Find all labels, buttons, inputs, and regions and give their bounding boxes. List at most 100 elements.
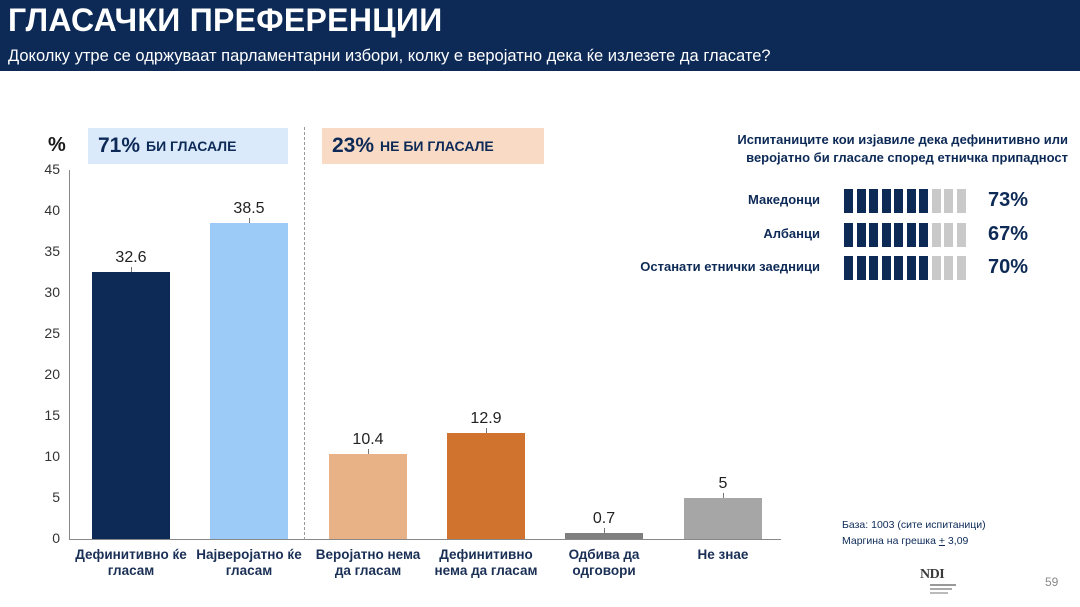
y-tick-label: 25 (44, 325, 60, 341)
ethnic-name: Останати етнички заедници (640, 259, 820, 274)
x-category-line: Веројатно нема (315, 547, 421, 562)
group-divider (304, 127, 305, 540)
group-would-not-vote-box: 23% НЕ БИ ГЛАСАЛЕ (322, 128, 544, 164)
person-icon (906, 223, 916, 247)
person-icon (894, 223, 903, 247)
ethnic-heading-line1: Испитаниците кои изјавиле дека дефинитив… (737, 132, 1068, 147)
x-category-line: Дефинитивно (439, 547, 533, 562)
group-would-not-vote-pct: 23% (332, 134, 375, 157)
y-tick-label: 5 (52, 489, 60, 505)
x-category-line: гласам (225, 563, 273, 578)
ethnic-row: Македонци 73% (560, 189, 1060, 215)
group-would-vote-label: БИ ГЛАСАЛЕ (146, 138, 237, 154)
person-icon (944, 189, 953, 213)
base-note: База: 1003 (сите испитаници) (842, 519, 986, 531)
y-tick-label: 15 (44, 407, 60, 423)
header-bar: ГЛАСАЧКИ ПРЕФЕРЕНЦИИ Доколку утре се одр… (0, 0, 1080, 71)
x-category-label: Дефинитивно ќе гласам (66, 547, 196, 579)
y-tick-label: 0 (52, 530, 60, 546)
person-icon (869, 189, 878, 213)
footnote: База: 1003 (сите испитаници) Маргина на … (842, 517, 986, 549)
person-icon (956, 223, 966, 247)
group-would-vote-pct: 71% (98, 134, 141, 157)
bar (447, 433, 525, 539)
bar-value-tick (604, 528, 605, 534)
person-icon (919, 256, 928, 280)
bar-value-label: 38.5 (233, 200, 265, 218)
x-category-line: одговори (572, 563, 636, 578)
x-category-line: Дефинитивно ќе (75, 547, 187, 562)
y-axis-label: % (48, 134, 66, 156)
margin-value: 3,09 (945, 535, 969, 547)
y-tick-label: 30 (44, 284, 60, 300)
bar (329, 453, 407, 539)
person-icon (956, 256, 966, 280)
bar-value-label: 32.6 (115, 248, 147, 266)
x-category-line: Одбива да (568, 547, 640, 562)
bar-value-label: 5 (718, 475, 728, 492)
person-icon (931, 223, 941, 247)
x-category-label: Веројатно нема да гласам (303, 547, 433, 579)
person-icon (919, 223, 928, 247)
y-tick-label: 45 (44, 161, 60, 177)
x-category-line: гласам (107, 563, 155, 578)
bar-value-tick (131, 266, 132, 272)
x-axis-line (69, 539, 781, 540)
bar (92, 271, 170, 539)
person-icon (931, 256, 941, 280)
bar-value-label: 12.9 (470, 410, 502, 428)
margin-note: Маргина на грешка + 3,09 (842, 533, 986, 549)
person-icon (856, 223, 866, 247)
person-icon (944, 223, 953, 247)
logo-line (930, 588, 952, 590)
ethnic-pct: 73% (988, 189, 1029, 211)
person-icon (856, 189, 866, 213)
ethnic-row: Албанци 67% (560, 223, 1060, 249)
y-axis-line (69, 170, 70, 540)
person-icon (881, 256, 891, 280)
bar (684, 498, 762, 539)
person-icon (894, 256, 903, 280)
margin-plusminus: + (938, 535, 946, 547)
bar (210, 223, 288, 539)
person-icon (906, 189, 916, 213)
bar-value-tick (486, 428, 487, 434)
bar-value-label: 0.7 (592, 510, 616, 528)
ethnic-name: Македонци (748, 192, 820, 207)
x-category-line: Не знае (697, 547, 749, 562)
person-icon (931, 189, 941, 213)
page-number: 59 (1045, 575, 1059, 589)
y-tick-label: 35 (44, 243, 60, 259)
ndi-logo-text: NDI (920, 567, 945, 582)
logo-line (930, 584, 956, 586)
x-category-label: Најверојатно ќе гласам (184, 547, 314, 579)
person-icon (881, 189, 891, 213)
person-icon (956, 189, 966, 213)
x-category-line: Најверојатно ќе (196, 547, 302, 562)
ethnic-pct: 67% (988, 223, 1029, 245)
bar-value-tick (249, 218, 250, 224)
page-title: ГЛАСАЧКИ ПРЕФЕРЕНЦИИ (8, 2, 443, 38)
person-icon (869, 256, 878, 280)
person-icon (894, 189, 903, 213)
margin-prefix: Маргина на грешка (842, 535, 939, 547)
page-subtitle: Доколку утре се одржуваат парламентарни … (8, 47, 771, 65)
person-icon (844, 189, 853, 213)
y-tick-label: 20 (44, 366, 60, 382)
ethnic-heading-line2: веројатно би гласале според етничка прип… (746, 150, 1068, 165)
y-tick-label: 10 (44, 448, 60, 464)
ndi-logo: NDI (920, 567, 964, 599)
x-category-label: Одбива да одговори (539, 547, 669, 579)
ethnic-row: Останати етнички заедници 70% (560, 256, 1060, 282)
group-would-not-vote-label: НЕ БИ ГЛАСАЛЕ (380, 138, 494, 154)
person-icon (944, 256, 953, 280)
person-icon (881, 223, 891, 247)
person-icon (844, 256, 853, 280)
person-icon (906, 256, 916, 280)
person-icon (919, 189, 928, 213)
ethnic-name: Албанци (763, 226, 820, 241)
bar-value-tick (368, 448, 369, 454)
x-category-label: Дефинитивно нема да гласам (421, 547, 551, 579)
person-icon (869, 223, 878, 247)
bar-value-tick (723, 493, 724, 498)
